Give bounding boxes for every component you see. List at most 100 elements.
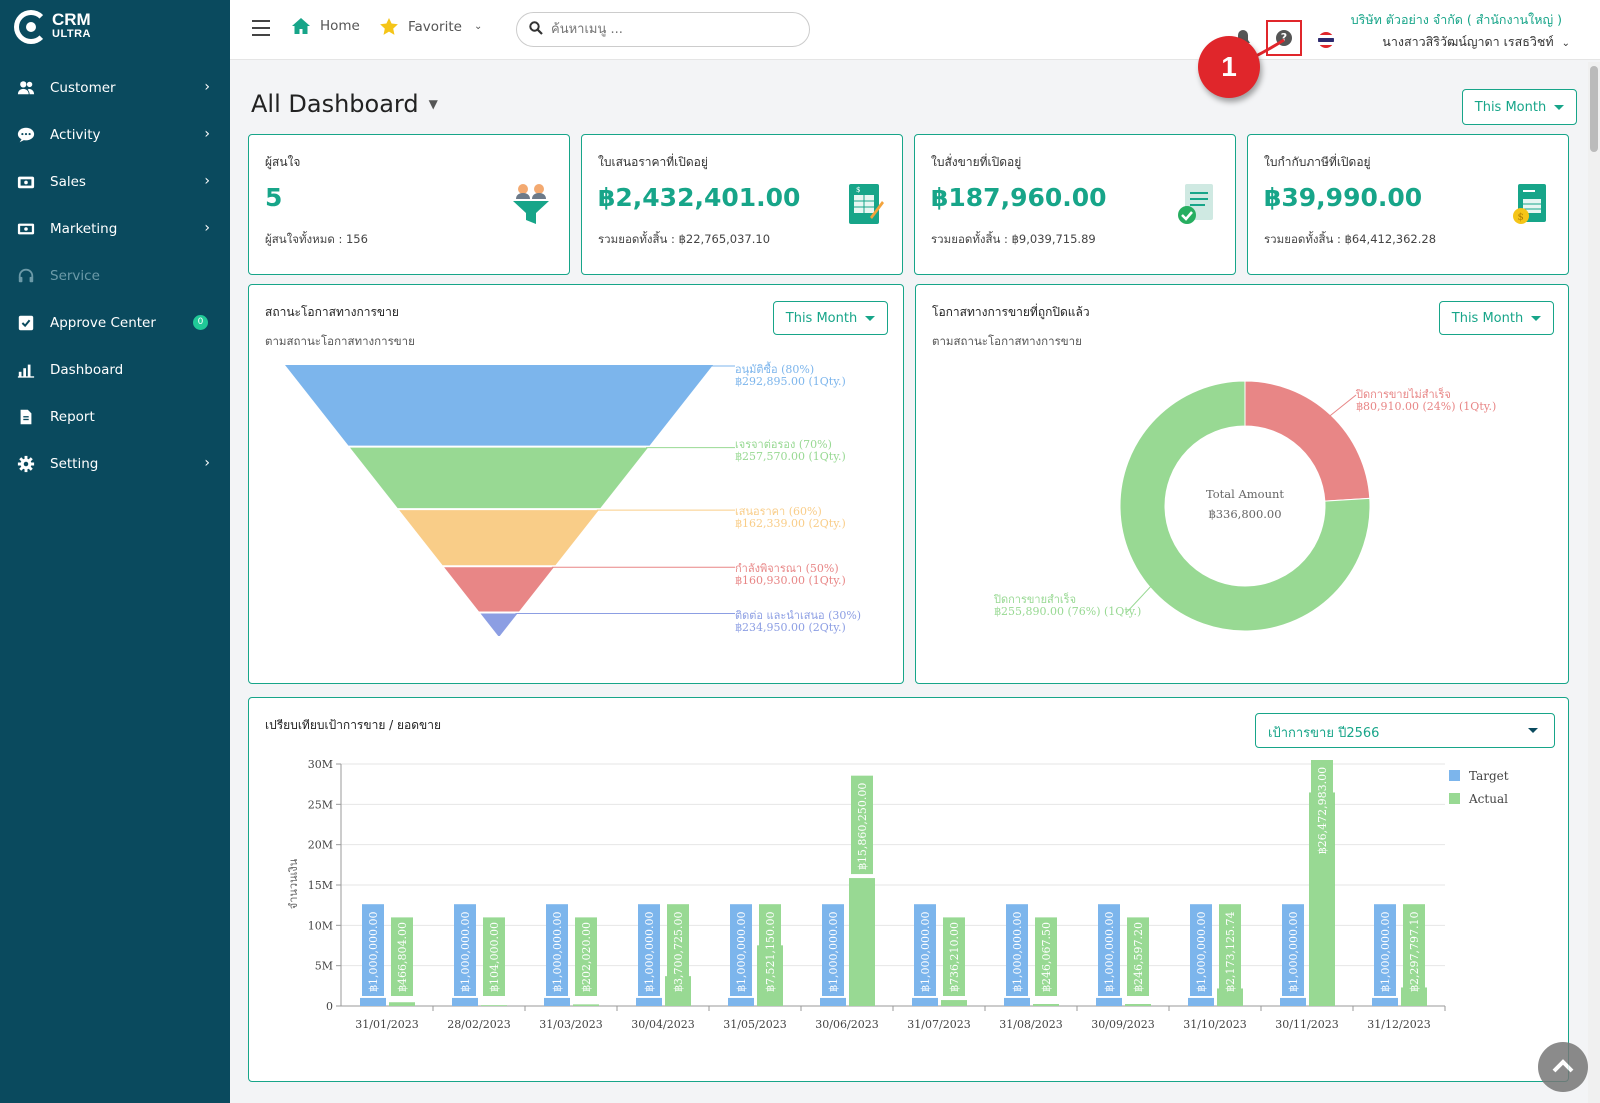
- legend-label[interactable]: Actual: [1468, 792, 1508, 806]
- panel-title: สถานะโอกาสทางการขาย: [265, 305, 399, 319]
- donut-slice[interactable]: [1119, 380, 1371, 632]
- kpi-label: ใบเสนอราคาที่เปิดอยู่: [598, 155, 708, 169]
- step-callout-badge: 1: [1198, 36, 1260, 98]
- data-label-box: [914, 904, 936, 996]
- favorite-dropdown[interactable]: Favorite ⌄: [380, 18, 482, 35]
- donut-slice-value: ฿255,890.00 (76%) (1Qty.): [994, 605, 1141, 618]
- star-icon: [380, 18, 398, 35]
- donut-slice-label: ปิดการขายไม่สำเร็จ: [1355, 387, 1451, 401]
- chevron-right-icon: ›: [204, 455, 210, 471]
- funnel-stage-label: ติดต่อ และนำเสนอ (30%): [735, 609, 861, 622]
- target-year-select[interactable]: เป้าการขาย ปี2566: [1255, 713, 1555, 748]
- bar-target[interactable]: [728, 997, 754, 1006]
- thai-flag-icon[interactable]: [1318, 32, 1334, 48]
- data-label-box: [1127, 917, 1149, 996]
- data-label-box: [1219, 904, 1241, 996]
- donut-chart: ปิดการขายไม่สำเร็จ฿80,910.00 (24%) (1Qty…: [993, 380, 1496, 632]
- funnel-period-filter[interactable]: This Month: [773, 301, 888, 335]
- page-scrollbar[interactable]: [1588, 62, 1600, 1103]
- menu-toggle-icon[interactable]: [252, 20, 270, 36]
- scroll-to-top-button[interactable]: [1538, 1042, 1588, 1092]
- file-icon: [16, 408, 36, 426]
- sidebar-item-sales[interactable]: Sales ›: [0, 158, 230, 205]
- target-vs-sales-panel: เปรียบเทียบเป้าการขาย / ยอดขาย เป้าการขา…: [248, 697, 1569, 1082]
- bar-target[interactable]: [452, 997, 478, 1006]
- data-label: ฿1,000,000.00: [1379, 912, 1392, 992]
- sidebar-item-report[interactable]: Report: [0, 393, 230, 440]
- legend-swatch[interactable]: [1449, 793, 1460, 804]
- funnel-stage[interactable]: [349, 447, 649, 509]
- sidebar-item-service[interactable]: Service: [0, 252, 230, 299]
- sidebar-item-marketing[interactable]: Marketing ›: [0, 205, 230, 252]
- topbar: Home Favorite ⌄ ? บริษัท ตัวอย่าง จำกัด …: [230, 0, 1600, 60]
- bar-target[interactable]: [1096, 997, 1122, 1006]
- bar-actual[interactable]: [849, 878, 875, 1006]
- bar-target[interactable]: [912, 997, 938, 1006]
- sidebar-item-label: Setting: [50, 455, 99, 472]
- closed-opportunity-panel: โอกาสทางการขายที่ถูกปิดแล้ว ตามสถานะโอกา…: [915, 284, 1569, 684]
- scrollbar-thumb[interactable]: [1590, 66, 1598, 152]
- bar-target[interactable]: [1280, 997, 1306, 1006]
- sidebar-item-dashboard[interactable]: Dashboard: [0, 346, 230, 393]
- data-label-box: [943, 917, 965, 996]
- data-label-box: [454, 904, 476, 996]
- user-menu[interactable]: นางสาวสิริวัฒน์ญาดา เรสธวิชท์ ⌄: [1382, 32, 1570, 52]
- company-name: บริษัท ตัวอย่าง จำกัด ( สำนักงานใหญ่ ): [1350, 12, 1562, 27]
- bar-target[interactable]: [1372, 997, 1398, 1006]
- bar-target[interactable]: [360, 997, 386, 1006]
- funnel-stage[interactable]: [285, 365, 713, 446]
- funnel-stage-value: ฿257,570.00 (1Qty.): [735, 450, 846, 463]
- bar-target[interactable]: [636, 997, 662, 1006]
- sidebar-item-customer[interactable]: Customer ›: [0, 64, 230, 111]
- search-icon: [529, 20, 543, 39]
- donut-period-filter[interactable]: This Month: [1439, 301, 1554, 335]
- kpi-card-tax-invoices[interactable]: ใบกำกับภาษีที่เปิดอยู่ ฿39,990.00 รวมยอด…: [1247, 134, 1569, 275]
- bar-actual[interactable]: [481, 1005, 507, 1006]
- chevron-right-icon: ›: [204, 173, 210, 189]
- donut-slice-label: ปิดการขายสำเร็จ: [993, 592, 1076, 606]
- sidebar-item-activity[interactable]: Activity ›: [0, 111, 230, 158]
- home-link[interactable]: Home: [292, 18, 360, 34]
- dashboard-selector[interactable]: All Dashboard ▼: [251, 90, 438, 118]
- sidebar-item-approve-center[interactable]: Approve Center 0: [0, 299, 230, 346]
- legend-swatch[interactable]: [1449, 770, 1460, 781]
- data-label-box: [851, 775, 873, 875]
- panel-subtitle: ตามสถานะโอกาสทางการขาย: [932, 334, 1082, 348]
- bar-target[interactable]: [544, 997, 570, 1006]
- y-tick-label: 5M: [315, 960, 333, 973]
- data-label-box: [759, 904, 781, 996]
- kpi-card-leads[interactable]: ผู้สนใจ 5 ผู้สนใจทั้งหมด : 156: [248, 134, 570, 275]
- data-label: ฿2,297,797.10: [1408, 912, 1421, 992]
- kpi-card-quotations[interactable]: ใบเสนอราคาที่เปิดอยู่ ฿2,432,401.00 รวมย…: [581, 134, 903, 275]
- x-tick-label: 30/06/2023: [815, 1018, 878, 1031]
- menu-search[interactable]: [516, 12, 810, 47]
- bar-actual[interactable]: [573, 1004, 599, 1006]
- bar-actual[interactable]: [1033, 1004, 1059, 1006]
- bar-target[interactable]: [1004, 997, 1030, 1006]
- x-tick-label: 31/01/2023: [355, 1018, 418, 1031]
- bar-actual[interactable]: [389, 1002, 415, 1006]
- approve-count-badge: 0: [193, 315, 208, 330]
- bar-target[interactable]: [820, 997, 846, 1006]
- period-filter-button[interactable]: This Month: [1462, 89, 1577, 125]
- data-label: ฿1,000,000.00: [459, 912, 472, 992]
- chevron-right-icon: ›: [204, 220, 210, 236]
- sidebar-item-setting[interactable]: Setting ›: [0, 440, 230, 487]
- bar-actual[interactable]: [1125, 1004, 1151, 1006]
- funnel-stage-label: เจรจาต่อรอง (70%): [735, 438, 832, 451]
- data-label-box: [362, 904, 384, 996]
- bar-actual[interactable]: [941, 1000, 967, 1006]
- donut-connector-line: [1325, 394, 1357, 420]
- funnel-stage[interactable]: [399, 510, 599, 566]
- crm-ultra-logo[interactable]: CRM ULTRA: [14, 10, 91, 44]
- kpi-card-sales-orders[interactable]: ใบสั่งขายที่เปิดอยู่ ฿187,960.00 รวมยอดท…: [914, 134, 1236, 275]
- kpi-value: ฿39,990.00: [1264, 183, 1423, 212]
- search-input[interactable]: [551, 22, 781, 37]
- data-label: ฿246,067.50: [1040, 922, 1053, 992]
- legend-label[interactable]: Target: [1469, 769, 1509, 783]
- kpi-label: ใบสั่งขายที่เปิดอยู่: [931, 155, 1022, 169]
- bar-target[interactable]: [1188, 997, 1214, 1006]
- chat-icon: [16, 126, 36, 144]
- funnel-stage[interactable]: [480, 613, 518, 636]
- funnel-stage[interactable]: [444, 567, 554, 612]
